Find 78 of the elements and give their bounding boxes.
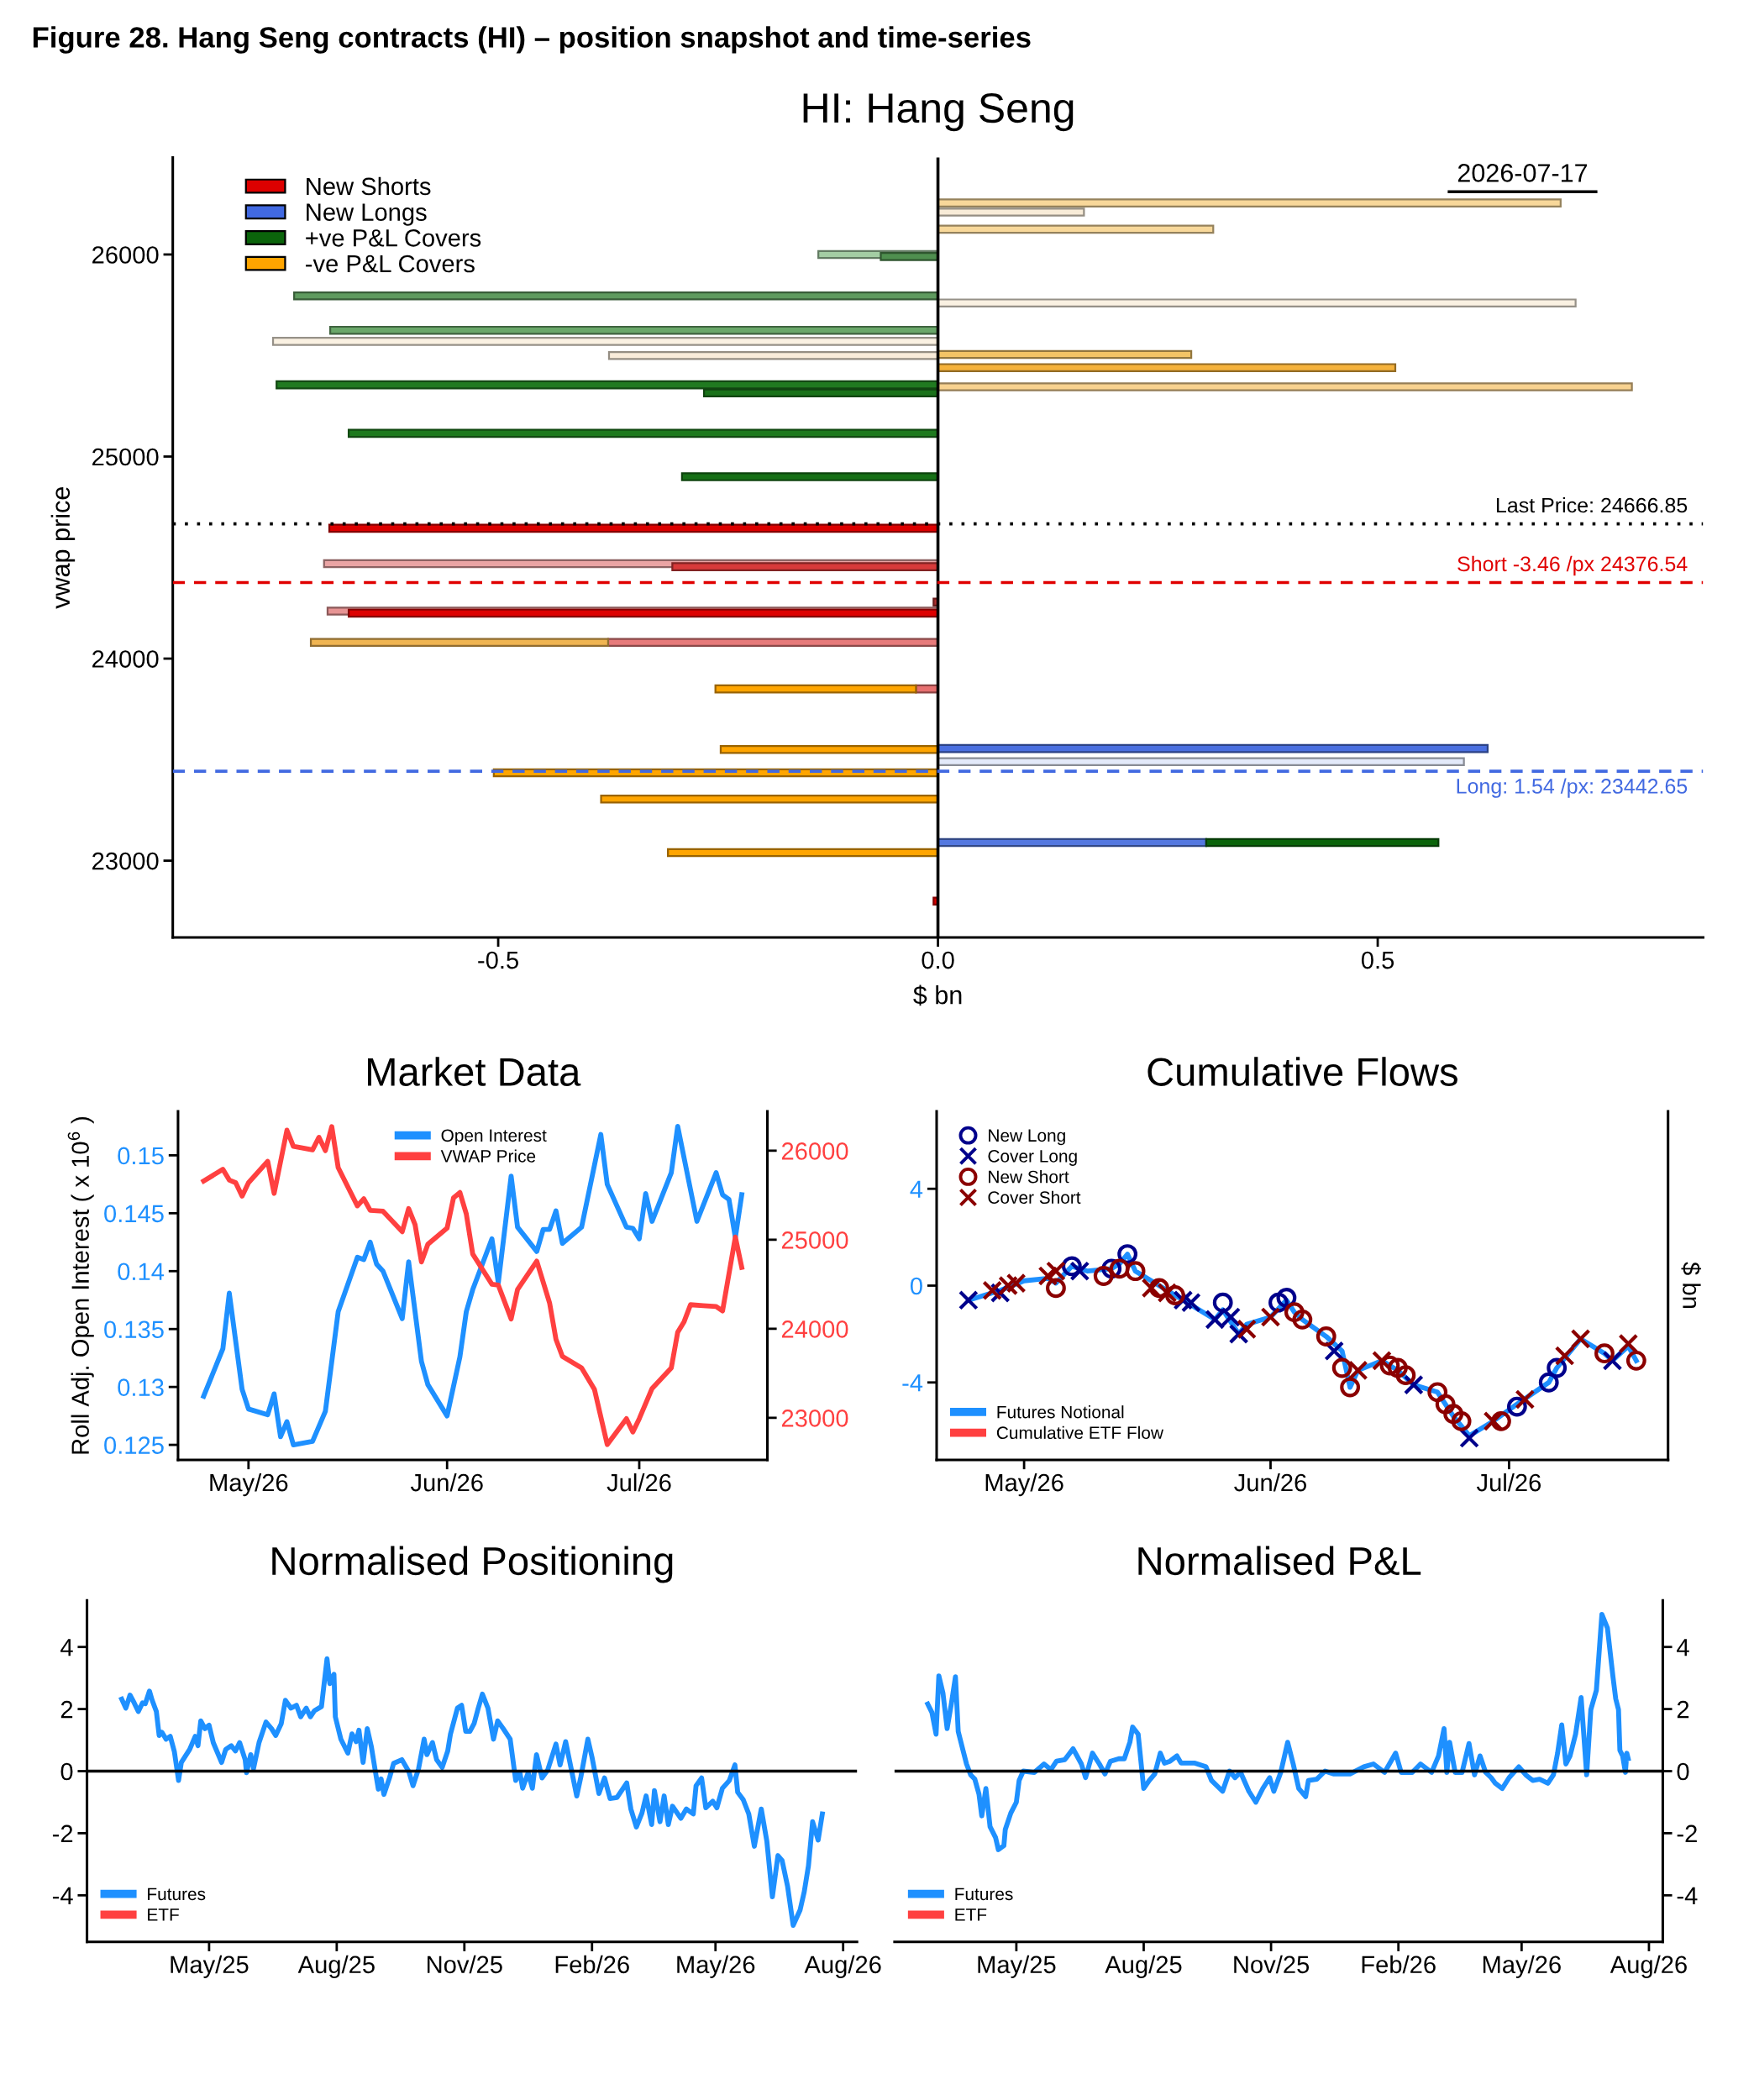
y-tick-label: 24000 [92, 650, 159, 668]
x-tick-label: Feb/26 [1362, 1955, 1436, 1974]
annotation: 2026-07-17 [1457, 164, 1588, 182]
ref-line-label: Long: 1.54 /px: 23442.65 [1457, 778, 1688, 798]
x-tick-label: Aug/26 [1610, 1955, 1687, 1978]
legend-label: New Long [989, 1129, 1065, 1146]
y-tick-label: 2 [60, 1700, 73, 1719]
x-tick-label: May/25 [978, 1955, 1056, 1978]
x-tick-label: Aug/26 [804, 1955, 881, 1978]
y-tick-label: -4 [52, 1887, 73, 1904]
y2-tick-label: 26000 [781, 1142, 848, 1160]
x-axis-title: $ bn [913, 984, 962, 1006]
y2-tick-label: 24000 [781, 1320, 848, 1338]
y2-tick-label: -2 [1677, 1824, 1697, 1842]
y-tick-label: -2 [52, 1824, 73, 1842]
x-tick-label: Jun/26 [1234, 1473, 1306, 1492]
legend-label: New Shorts [307, 176, 431, 196]
x-tick-label: May/26 [1483, 1955, 1561, 1978]
chart-title: Cumulative Flows [1147, 1057, 1457, 1086]
y-tick-label: 0 [60, 1762, 73, 1781]
y2-tick-label: 0 [1677, 1762, 1689, 1781]
x-tick-label: 0.0 [922, 951, 954, 969]
x-tick-label: May/25 [171, 1955, 249, 1978]
x-tick-label: Nov/25 [1234, 1955, 1310, 1974]
y-tick-label: 25000 [92, 448, 159, 466]
legend-label: ETF [148, 1908, 179, 1921]
y-tick-label: 0.145 [104, 1205, 164, 1223]
legend-label: Futures Notional [997, 1405, 1124, 1419]
x-tick-label: May/26 [210, 1473, 288, 1497]
ref-line-label: Last Price: 24666.85 [1496, 497, 1688, 513]
x-tick-label: May/26 [985, 1473, 1063, 1497]
x-tick-label: Nov/25 [427, 1955, 502, 1974]
legend-label: Open Interest [441, 1129, 547, 1146]
legend-label: New Longs [307, 203, 427, 226]
y-tick-label: 0.15 [118, 1147, 164, 1165]
y2-tick-label: 2 [1677, 1700, 1689, 1719]
y-tick-label: 23000 [92, 852, 159, 870]
x-tick-label: Jun/26 [410, 1473, 483, 1492]
chart-title: Normalised Positioning [272, 1546, 673, 1583]
y2-tick-label: 4 [1677, 1639, 1689, 1656]
text: Figure 28. Hang Seng contracts (HI) – position snapshot and time-series [33, 26, 1031, 54]
y-tick-label: 0.13 [118, 1378, 164, 1396]
x-tick-label: Feb/26 [555, 1955, 629, 1974]
y-tick-label: 4 [60, 1639, 73, 1656]
y2-tick-label: -4 [1677, 1887, 1698, 1904]
y-tick-label: 0 [910, 1277, 922, 1295]
legend-label: ETF [955, 1908, 987, 1921]
legend-label: Futures [955, 1887, 1013, 1901]
legend-label: Cover Long [988, 1150, 1077, 1166]
x-tick-label: May/26 [677, 1955, 755, 1978]
ref-line-label: Short -3.46 /px 24376.54 [1457, 555, 1688, 576]
legend-label: +ve P&L Covers [306, 228, 481, 247]
y2-tick-label: 23000 [781, 1410, 848, 1427]
y-tick-label: 4 [910, 1180, 923, 1198]
legend-label: Cover Short [988, 1190, 1081, 1205]
y2-tick-label: 25000 [781, 1231, 848, 1249]
chart-title: HI: Hang Seng [803, 92, 1074, 132]
legend-label: New Short [989, 1170, 1069, 1184]
y-tick-label: 0.14 [118, 1263, 165, 1281]
x-tick-label: Aug/25 [297, 1955, 375, 1978]
x-tick-label: 0.5 [1361, 951, 1394, 969]
x-tick-label: Jul/26 [607, 1473, 671, 1492]
y2-axis-title: $ bn [1681, 1262, 1702, 1308]
x-tick-label: -0.5 [478, 951, 518, 969]
legend-label: -ve P&L Covers [306, 255, 475, 273]
y-axis-title: vwap price [50, 487, 76, 609]
x-tick-label: Aug/25 [1105, 1955, 1182, 1978]
chart-title: Market Data [368, 1057, 581, 1086]
x-tick-label: Jul/26 [1476, 1473, 1541, 1492]
y-axis-title: Roll Adj. Open Interest ( x 10$^{6}$ ) [67, 1117, 94, 1454]
legend-label: Futures [148, 1887, 206, 1901]
y-tick-label: -4 [902, 1374, 923, 1392]
y-tick-label: 26000 [92, 246, 159, 264]
legend-label: Cumulative ETF Flow [996, 1425, 1163, 1440]
y-tick-label: 0.135 [104, 1320, 164, 1339]
chart-title: Normalised P&L [1138, 1546, 1421, 1576]
y-tick-label: 0.125 [104, 1436, 164, 1454]
legend-label: VWAP Price [440, 1149, 536, 1163]
